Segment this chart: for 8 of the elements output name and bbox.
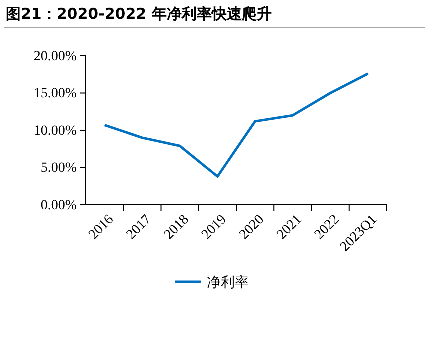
y-tick-label: 0.00% [40, 198, 78, 214]
legend-label: 净利率 [207, 275, 249, 291]
y-tick-label: 20.00% [34, 49, 78, 64]
y-tick-label: 15.00% [34, 86, 78, 102]
line-series [104, 72, 370, 178]
y-tick-label: 5.00% [40, 161, 78, 176]
chart-title: 图21：2020-2022 年净利率快速爬升 [6, 5, 272, 23]
y-tick-label: 10.00% [34, 124, 78, 139]
